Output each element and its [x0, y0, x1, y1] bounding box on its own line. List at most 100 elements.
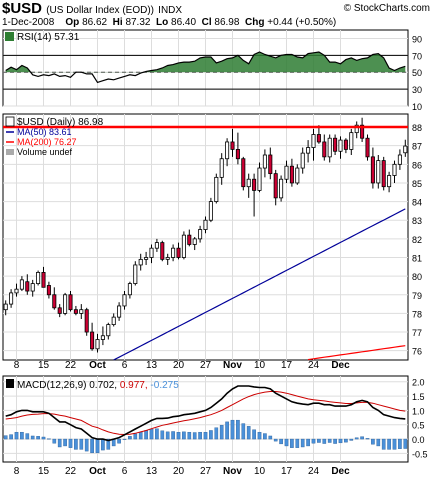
price-x-tick-label: Dec: [331, 360, 350, 371]
macd-hist-bar: [295, 438, 300, 448]
candle-up: [311, 134, 316, 148]
macd-hist-bar: [165, 431, 170, 440]
macd-hist-bar: [311, 438, 316, 444]
macd-hist-bar: [20, 431, 24, 440]
candle-down: [333, 137, 338, 152]
candle-up: [95, 339, 100, 350]
candle-down: [273, 173, 278, 199]
macd-tick-label: 2.0: [412, 378, 425, 388]
price-tick-label: 83: [412, 216, 422, 226]
price-legend-swatch: [5, 116, 15, 127]
candle-up: [392, 163, 397, 176]
candle-down: [57, 307, 62, 314]
macd-hist-bar: [333, 438, 337, 444]
price-tick-label: 80: [412, 272, 422, 282]
volume-legend-swatch: [6, 149, 14, 155]
candle-up: [171, 247, 176, 258]
ma50-line: [113, 208, 406, 361]
macd-hist-bar: [106, 438, 111, 450]
macd-legend-hist: -0.275: [150, 380, 179, 391]
macd-hist-bar: [117, 438, 121, 444]
macd-hist-bar: [36, 436, 40, 440]
candle-up: [198, 229, 203, 240]
quote-date: 1-Dec-2008: [2, 17, 55, 28]
price-legend: $USD (Daily) 86.98: [17, 117, 104, 128]
macd-x-tick-label: 8: [14, 466, 20, 477]
macd-hist-bar: [246, 426, 251, 440]
macd-hist-bar: [306, 438, 310, 447]
candle-up: [117, 305, 122, 318]
price-x-tick-label: 15: [38, 360, 50, 371]
volume-legend: Volume undef: [17, 147, 73, 157]
macd-hist-bar: [47, 438, 51, 440]
macd-x-tick-label: 22: [65, 466, 77, 477]
macd-x-tick-label: 17: [281, 466, 293, 477]
candle-up: [349, 132, 354, 150]
macd-hist-bar: [236, 419, 240, 440]
ma200-legend: MA(200) 76.27: [17, 137, 77, 147]
rsi-fill-area: [5, 52, 406, 73]
macd-hist-bar: [344, 438, 348, 443]
candle-down: [187, 234, 192, 245]
macd-hist-bar: [41, 436, 46, 440]
candle-up: [306, 147, 311, 154]
candle-up: [203, 219, 208, 230]
price-x-tick-label: 24: [308, 360, 320, 371]
macd-tick-label: -0.5: [412, 449, 428, 459]
price-x-tick-label: 17: [281, 360, 293, 371]
candle-down: [46, 285, 51, 296]
macd-hist-bar: [74, 438, 78, 450]
candle-down: [360, 124, 365, 139]
candle-up: [144, 257, 149, 260]
macd-hist-bar: [176, 431, 181, 440]
candle-up: [295, 167, 300, 184]
macd-x-tick-label: 15: [38, 466, 50, 477]
macd-x-tick-label: 13: [146, 466, 158, 477]
macd-hist-bar: [171, 431, 175, 440]
low-value: 86.40: [171, 17, 197, 28]
macd-tick-label: 0.0: [412, 435, 425, 445]
candle-up: [149, 247, 154, 258]
price-x-tick-label: 6: [122, 360, 128, 371]
macd-hist-bar: [14, 431, 19, 440]
macd-hist-bar: [219, 425, 224, 440]
candle-down: [316, 134, 321, 143]
symbol: $USD: [2, 0, 43, 17]
candle-up: [138, 258, 143, 266]
macd-x-tick-label: Nov: [223, 466, 242, 477]
candle-up: [181, 234, 186, 258]
index-name: (US Dollar Index (EOD)): [46, 5, 154, 16]
price-x-tick-label: 10: [254, 360, 266, 371]
macd-hist-bar: [376, 438, 381, 447]
macd-hist-bar: [90, 438, 94, 454]
candle-up: [111, 316, 116, 325]
macd-hist-bar: [273, 438, 278, 442]
candle-down: [90, 331, 95, 350]
macd-hist-bar: [122, 438, 127, 440]
chart-title: $USD (US Dollar Index (EOD)) INDX: [2, 0, 182, 17]
candle-up: [192, 238, 197, 245]
candle-down: [176, 247, 181, 258]
close-label: Cl: [201, 17, 212, 28]
change-label: Chg: [245, 17, 265, 28]
macd-hist-bar: [133, 433, 138, 440]
ma200-line: [308, 345, 406, 361]
macd-legend-label: MACD(12,26,9) 0.702,: [17, 380, 120, 391]
macd-hist-bar: [3, 435, 8, 440]
low-label: Lo: [156, 17, 169, 28]
candle-down: [41, 272, 46, 288]
macd-hist-bar: [52, 438, 57, 444]
macd-hist-bar: [203, 431, 208, 440]
rsi-tick-label: 30: [412, 85, 422, 95]
macd-hist-bar: [84, 438, 89, 452]
macd-hist-bar: [160, 430, 165, 440]
rsi-line: [5, 51, 406, 84]
candle-up: [36, 272, 41, 284]
macd-panel: 2.0 1.5 1.0 0.5 0.0 -0.5 MACD(12,26,9) 0.702, …: [2, 375, 428, 463]
macd-hist-bar: [225, 421, 229, 440]
macd-hist-bar: [192, 432, 197, 440]
price-tick-label: 82: [412, 235, 422, 245]
macd-x-tick-label: 6: [122, 466, 128, 477]
exchange: INDX: [158, 5, 183, 16]
quote-line: 1-Dec-2008 Op 86.62 Hi 87.32 Lo 86.40 Cl…: [2, 17, 336, 28]
